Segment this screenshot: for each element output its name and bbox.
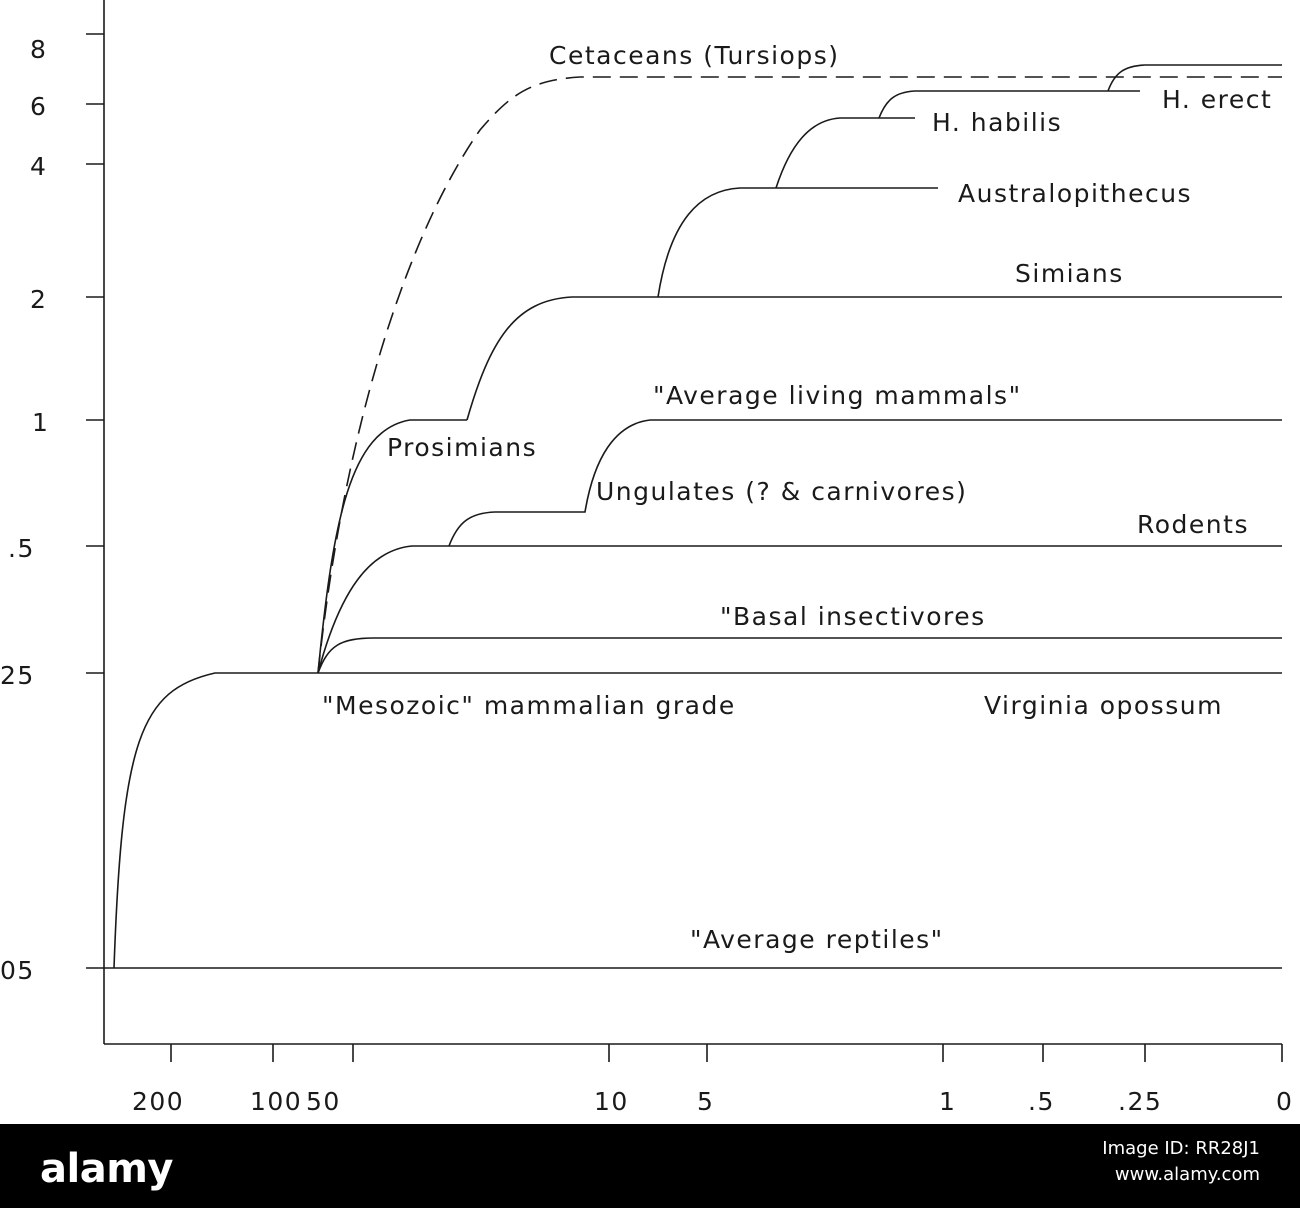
label-simians: Simians — [1015, 259, 1124, 288]
x-ticks: 200 100 50 10 5 1 .5 .25 0 — [132, 1044, 1293, 1116]
series-h-habilis — [775, 117, 915, 189]
series-h-erectus — [878, 90, 1140, 119]
series-rodents — [317, 545, 1282, 674]
y-tick-label-005: 05 — [0, 956, 35, 985]
evolution-chart: 8 6 4 2 1 .5 25 05 200 100 50 10 5 1 .5 … — [0, 0, 1293, 1116]
label-ungulates: Ungulates (? & carnivores) — [596, 477, 967, 506]
series-ungulates — [448, 419, 651, 547]
label-opossum: Virginia opossum — [984, 691, 1223, 720]
x-tick-label-1: 1 — [939, 1087, 956, 1116]
y-tick-label-1: 1 — [32, 408, 49, 437]
x-tick-label-200: 200 — [132, 1087, 184, 1116]
series-australopithecus — [657, 187, 938, 298]
series-basal-insectivores — [317, 637, 1282, 674]
image-id: Image ID: RR28J1 www.alamy.com — [1102, 1136, 1260, 1188]
label-h-erectus: H. erect — [1162, 85, 1272, 114]
y-tick-label-8: 8 — [30, 35, 47, 64]
label-h-habilis: H. habilis — [932, 108, 1062, 137]
image-id-text: Image ID: RR28J1 — [1102, 1138, 1260, 1159]
label-average-mammals: "Average living mammals" — [653, 381, 1022, 410]
y-tick-label-025: 25 — [0, 661, 35, 690]
series-h-sapiens — [1107, 64, 1282, 92]
lineage-curves — [104, 64, 1282, 969]
y-tick-label-2: 2 — [30, 285, 47, 314]
label-prosimians: Prosimians — [387, 433, 537, 462]
label-rodents: Rodents — [1137, 510, 1249, 539]
label-mesozoic: "Mesozoic" mammalian grade — [322, 691, 736, 720]
stock-footer: alamy Image ID: RR28J1 www.alamy.com — [0, 1124, 1300, 1208]
x-tick-label-5: 5 — [697, 1087, 714, 1116]
label-basal-insectivores: "Basal insectivores — [720, 602, 986, 631]
series-simians — [466, 296, 1282, 421]
label-average-reptiles: "Average reptiles" — [690, 925, 944, 954]
brand-logo[interactable]: alamy — [40, 1146, 173, 1192]
y-ticks: 8 6 4 2 1 .5 25 05 — [0, 33, 104, 985]
series-cetaceans — [317, 76, 1282, 674]
lineage-labels: Cetaceans (Tursiops) H. erect H. habilis… — [322, 41, 1272, 954]
x-tick-label-0.5: .5 — [1028, 1087, 1055, 1116]
series-mesozoic-opossum — [113, 672, 1282, 969]
site-url[interactable]: www.alamy.com — [1114, 1164, 1260, 1185]
x-tick-label-50: 50 — [306, 1087, 341, 1116]
x-tick-label-0: 0 — [1276, 1087, 1293, 1116]
x-tick-label-100: 100 — [250, 1087, 302, 1116]
y-tick-label-4: 4 — [30, 152, 47, 181]
label-australopithecus: Australopithecus — [958, 179, 1192, 208]
x-tick-label-0.25: .25 — [1118, 1087, 1162, 1116]
y-tick-label-05: .5 — [8, 534, 35, 563]
y-tick-label-6: 6 — [30, 92, 47, 121]
x-tick-label-10: 10 — [594, 1087, 629, 1116]
label-cetaceans: Cetaceans (Tursiops) — [549, 41, 840, 70]
